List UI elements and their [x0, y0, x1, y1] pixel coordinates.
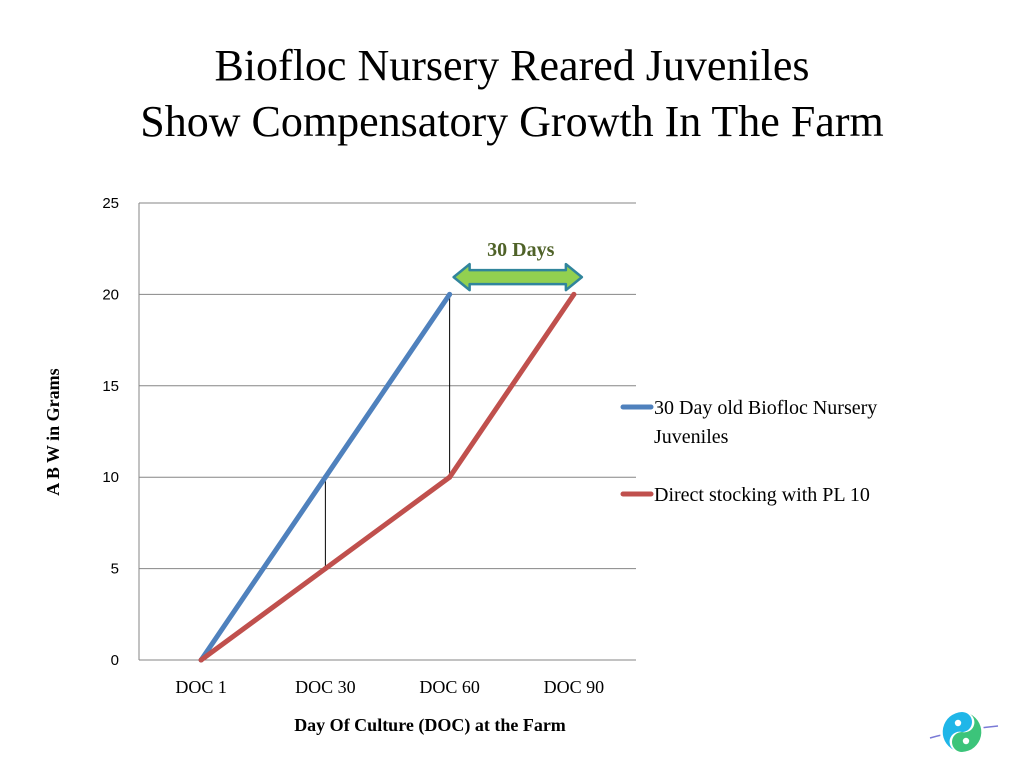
- company-logo-icon: [929, 710, 999, 754]
- legend-label-2: Direct stocking with PL 10: [654, 484, 870, 506]
- series-line-2: [198, 291, 577, 663]
- y-tick-label: 25: [102, 195, 119, 212]
- title-line-1: Biofloc Nursery Reared Juveniles: [214, 41, 810, 90]
- x-axis-title: Day Of Culture (DOC) at the Farm: [294, 715, 566, 736]
- data-point: [322, 474, 328, 480]
- data-point: [447, 474, 453, 480]
- x-tick-label: DOC 1: [175, 677, 227, 697]
- legend-label-1: Juveniles: [654, 426, 729, 448]
- y-axis-title: A B W in Grams: [43, 368, 63, 495]
- x-tick-label: DOC 60: [419, 677, 480, 697]
- y-tick-label: 0: [111, 652, 119, 669]
- y-tick-label: 15: [102, 378, 119, 395]
- x-tick-label: DOC 90: [544, 677, 605, 697]
- slide-title: Biofloc Nursery Reared Juveniles Show Co…: [0, 38, 1024, 150]
- data-point: [571, 291, 577, 297]
- data-point: [198, 657, 204, 663]
- legend-label-1: 30 Day old Biofloc Nursery: [654, 397, 877, 419]
- double-arrow-icon: [452, 262, 584, 292]
- data-point: [322, 566, 328, 572]
- y-tick-label: 5: [111, 561, 119, 578]
- y-tick-label: 20: [102, 286, 119, 303]
- title-line-2: Show Compensatory Growth In The Farm: [140, 97, 884, 146]
- data-point: [447, 291, 453, 297]
- x-tick-label: DOC 30: [295, 677, 356, 697]
- annotation-label: 30 Days: [487, 239, 554, 261]
- y-tick-label: 10: [102, 469, 119, 486]
